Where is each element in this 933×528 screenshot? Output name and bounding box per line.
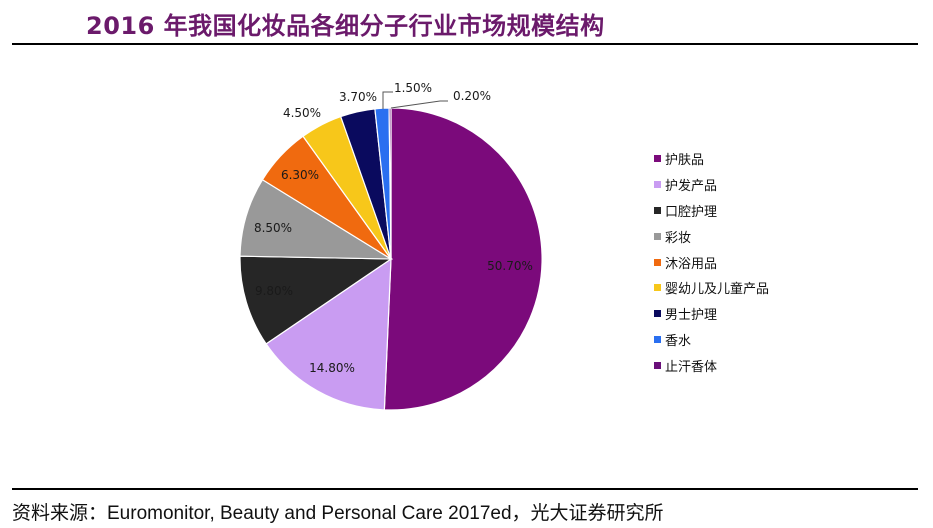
legend-swatch [654, 284, 661, 292]
legend-label: 香水 [665, 333, 692, 349]
pie-slice-3 [239, 255, 393, 345]
chart-title: 2016 年我国化妆品各细分子行业市场规模结构 [86, 12, 605, 40]
legend-swatch [654, 181, 661, 189]
leader-line-9 [390, 100, 448, 109]
legend-swatch [654, 155, 661, 163]
legend-label: 止汗香体 [665, 359, 718, 375]
data-label-2: 14.80% [309, 361, 355, 375]
legend-label: 彩妆 [665, 230, 692, 246]
pie-slice-2 [265, 257, 392, 411]
legend-label: 护肤品 [665, 153, 705, 169]
pie-slice-1 [383, 107, 543, 411]
leader-line-8 [382, 91, 393, 109]
pie-slice-9 [388, 107, 392, 260]
legend-item: 婴幼儿及儿童产品 [654, 275, 769, 301]
data-label-7: 3.70% [339, 90, 377, 104]
legend-item: 彩妆 [654, 223, 769, 249]
legend-item: 香水 [654, 327, 769, 353]
legend-item: 护肤品 [654, 146, 769, 172]
data-label-6: 4.50% [283, 106, 321, 120]
legend-swatch [654, 206, 661, 214]
legend-label: 口腔护理 [665, 204, 718, 220]
legend-swatch [654, 335, 661, 343]
legend-label: 护发产品 [665, 179, 718, 195]
legend-item: 护发产品 [654, 172, 769, 198]
legend-swatch [654, 310, 661, 318]
legend-item: 男士护理 [654, 301, 769, 327]
legend-label: 婴幼儿及儿童产品 [665, 282, 770, 298]
source-note: 资料来源：Euromonitor, Beauty and Personal Ca… [12, 503, 664, 524]
legend-item: 沐浴用品 [654, 249, 769, 275]
data-label-8: 1.50% [394, 81, 432, 95]
data-label-1: 50.70% [487, 259, 533, 273]
legend-label: 沐浴用品 [665, 256, 718, 272]
chart-legend: 护肤品护发产品口腔护理彩妆沐浴用品婴幼儿及儿童产品 男士护理香水止汗香体 [654, 146, 769, 378]
legend-item: 口腔护理 [654, 198, 769, 224]
legend-swatch [654, 232, 661, 240]
legend-label: 男士护理 [665, 308, 718, 324]
legend-item: 止汗香体 [654, 352, 769, 378]
data-label-9: 0.20% [453, 89, 491, 103]
title-divider [12, 43, 918, 45]
data-label-4: 8.50% [254, 221, 292, 235]
data-label-5: 6.30% [281, 168, 319, 182]
source-divider [12, 488, 918, 490]
data-label-3: 9.80% [255, 284, 293, 298]
legend-swatch [654, 258, 661, 266]
legend-swatch [654, 361, 661, 369]
